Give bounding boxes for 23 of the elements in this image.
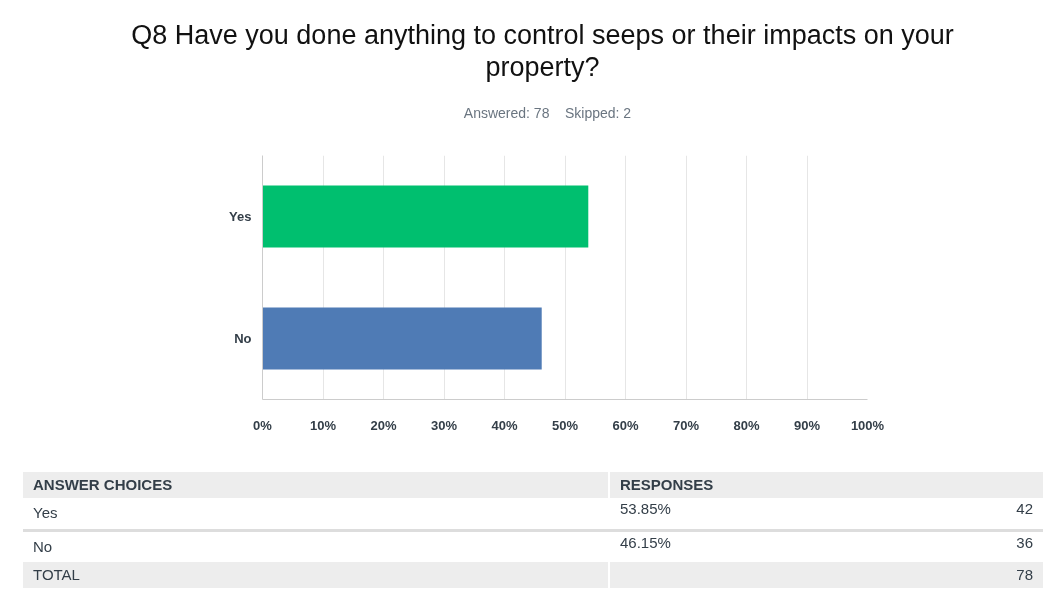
x-tick-label: 100% xyxy=(850,417,885,433)
x-tick-label: 40% xyxy=(491,417,518,433)
text: TOTAL xyxy=(23,562,608,588)
text: 42 xyxy=(910,498,1043,530)
category-label: Yes xyxy=(33,504,58,522)
text: 46.15% xyxy=(610,530,910,562)
text: 78 xyxy=(910,562,1043,588)
x-tick-label: 70% xyxy=(672,417,700,433)
x-tick-label: 20% xyxy=(370,417,397,433)
x-tick-label: 0% xyxy=(253,417,273,433)
text: RESPONSES xyxy=(610,472,910,498)
x-tick-label: 60% xyxy=(612,417,639,433)
category-label: No xyxy=(33,537,53,555)
text: 53.85% xyxy=(610,498,910,530)
x-tick-label: 10% xyxy=(309,417,337,433)
text: 36 xyxy=(910,530,1043,562)
chart-subtitle: Answered: 78 Skipped: 2 xyxy=(462,104,633,123)
chart-title: Q8 Have you done anything to control seeps or their impacts on your property? xyxy=(130,19,955,83)
text: ANSWER CHOICES xyxy=(23,472,608,498)
x-tick-label: 30% xyxy=(430,417,458,433)
x-tick-label: 90% xyxy=(793,417,821,433)
x-tick-label: 80% xyxy=(733,417,760,433)
x-tick-label: 50% xyxy=(551,417,579,433)
